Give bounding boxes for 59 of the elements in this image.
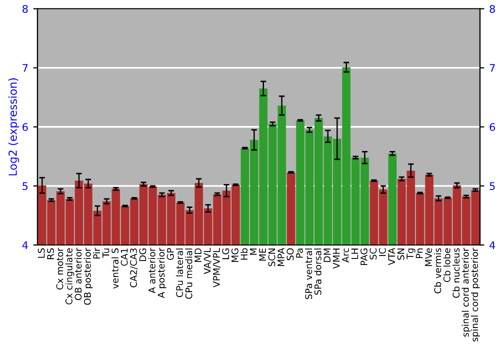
y-axis-title: Log2 (expression) — [8, 78, 20, 176]
x-tick-label: Cb lobe — [443, 248, 450, 282]
x-tick-label: Cb vermis — [434, 248, 442, 294]
x-tick-label: Pir — [92, 248, 100, 259]
x-tick-label: ME — [259, 248, 266, 261]
y-tick-label: 7 — [22, 64, 28, 72]
x-tick-label: PAG — [360, 248, 368, 266]
x-tick-label: SPa ventral — [305, 248, 312, 300]
x-tick-label: DM — [324, 248, 330, 262]
x-tick-label: A posterior — [158, 248, 166, 298]
x-tick-label: Arc — [342, 248, 349, 263]
x-tick-label: LS — [38, 248, 45, 258]
x-tick-label: SN — [397, 248, 404, 260]
x-tick-label: SPa dorsal — [314, 248, 322, 295]
x-tick-label: SCN — [268, 248, 276, 266]
x-tick-label: SC — [370, 248, 377, 260]
y-tick-label: 8 — [22, 4, 28, 13]
x-tick-label: GP — [166, 248, 174, 260]
x-tick-label: Tu — [102, 248, 110, 258]
x-tick-label: CPu medial — [185, 248, 192, 299]
y2-tick-label: 6 — [490, 123, 495, 131]
x-tick-label: LH — [351, 248, 358, 259]
x-tick-label: Cx cingulate — [65, 248, 74, 304]
x-tick-label: OB anterior — [74, 248, 82, 300]
x-tick-label: MG — [231, 248, 238, 262]
x-tick-label: VPM/VPL — [213, 248, 221, 288]
x-tick-label: Pn — [416, 248, 423, 258]
x-tick-label: CA2/CA3 — [130, 248, 138, 288]
x-tick-label: A anterior — [148, 248, 156, 294]
x-tick-label: SO — [286, 248, 294, 260]
x-tick-label: LG — [222, 248, 230, 260]
x-tick-label: MD — [194, 248, 202, 262]
y-tick-label: 6 — [22, 123, 28, 131]
x-tick-label: Tg — [406, 248, 416, 260]
x-tick-label: MVe — [425, 248, 432, 266]
x-tick-label: MPA — [278, 248, 284, 266]
y2-tick-label: 5 — [490, 182, 495, 190]
x-tick-label: Hb — [240, 248, 248, 260]
x-tick-label: VA/VL — [204, 248, 212, 274]
x-tick-label: VTA — [388, 248, 395, 266]
x-tick-label: VMH — [332, 248, 340, 269]
x-tick-label: OB posterior — [84, 248, 93, 305]
x-tick-label: CPu lateral — [176, 248, 184, 298]
x-tick-label: Pa — [296, 248, 303, 258]
x-tick-label: Cb nucleus — [452, 248, 460, 298]
x-tick-label: RS — [47, 248, 54, 260]
x-tick-label: DG — [139, 248, 146, 262]
x-tick-label: spinal cord anterior — [462, 248, 471, 337]
x-tick-label: Cx motor — [56, 248, 64, 290]
y-tick-label: 5 — [22, 182, 28, 190]
x-tick-label: ventral S — [111, 248, 119, 289]
x-tick-label: M — [250, 248, 257, 255]
x-tick-label: spinal cord posterior — [470, 248, 480, 342]
x-tick-label: CA1 — [120, 248, 128, 266]
x-tick-label: IC — [378, 248, 386, 256]
y-tick-label: 4 — [22, 241, 28, 249]
y2-tick-label: 4 — [490, 241, 496, 249]
y2-tick-label: 8 — [490, 4, 495, 13]
y2-tick-label: 7 — [490, 64, 495, 72]
